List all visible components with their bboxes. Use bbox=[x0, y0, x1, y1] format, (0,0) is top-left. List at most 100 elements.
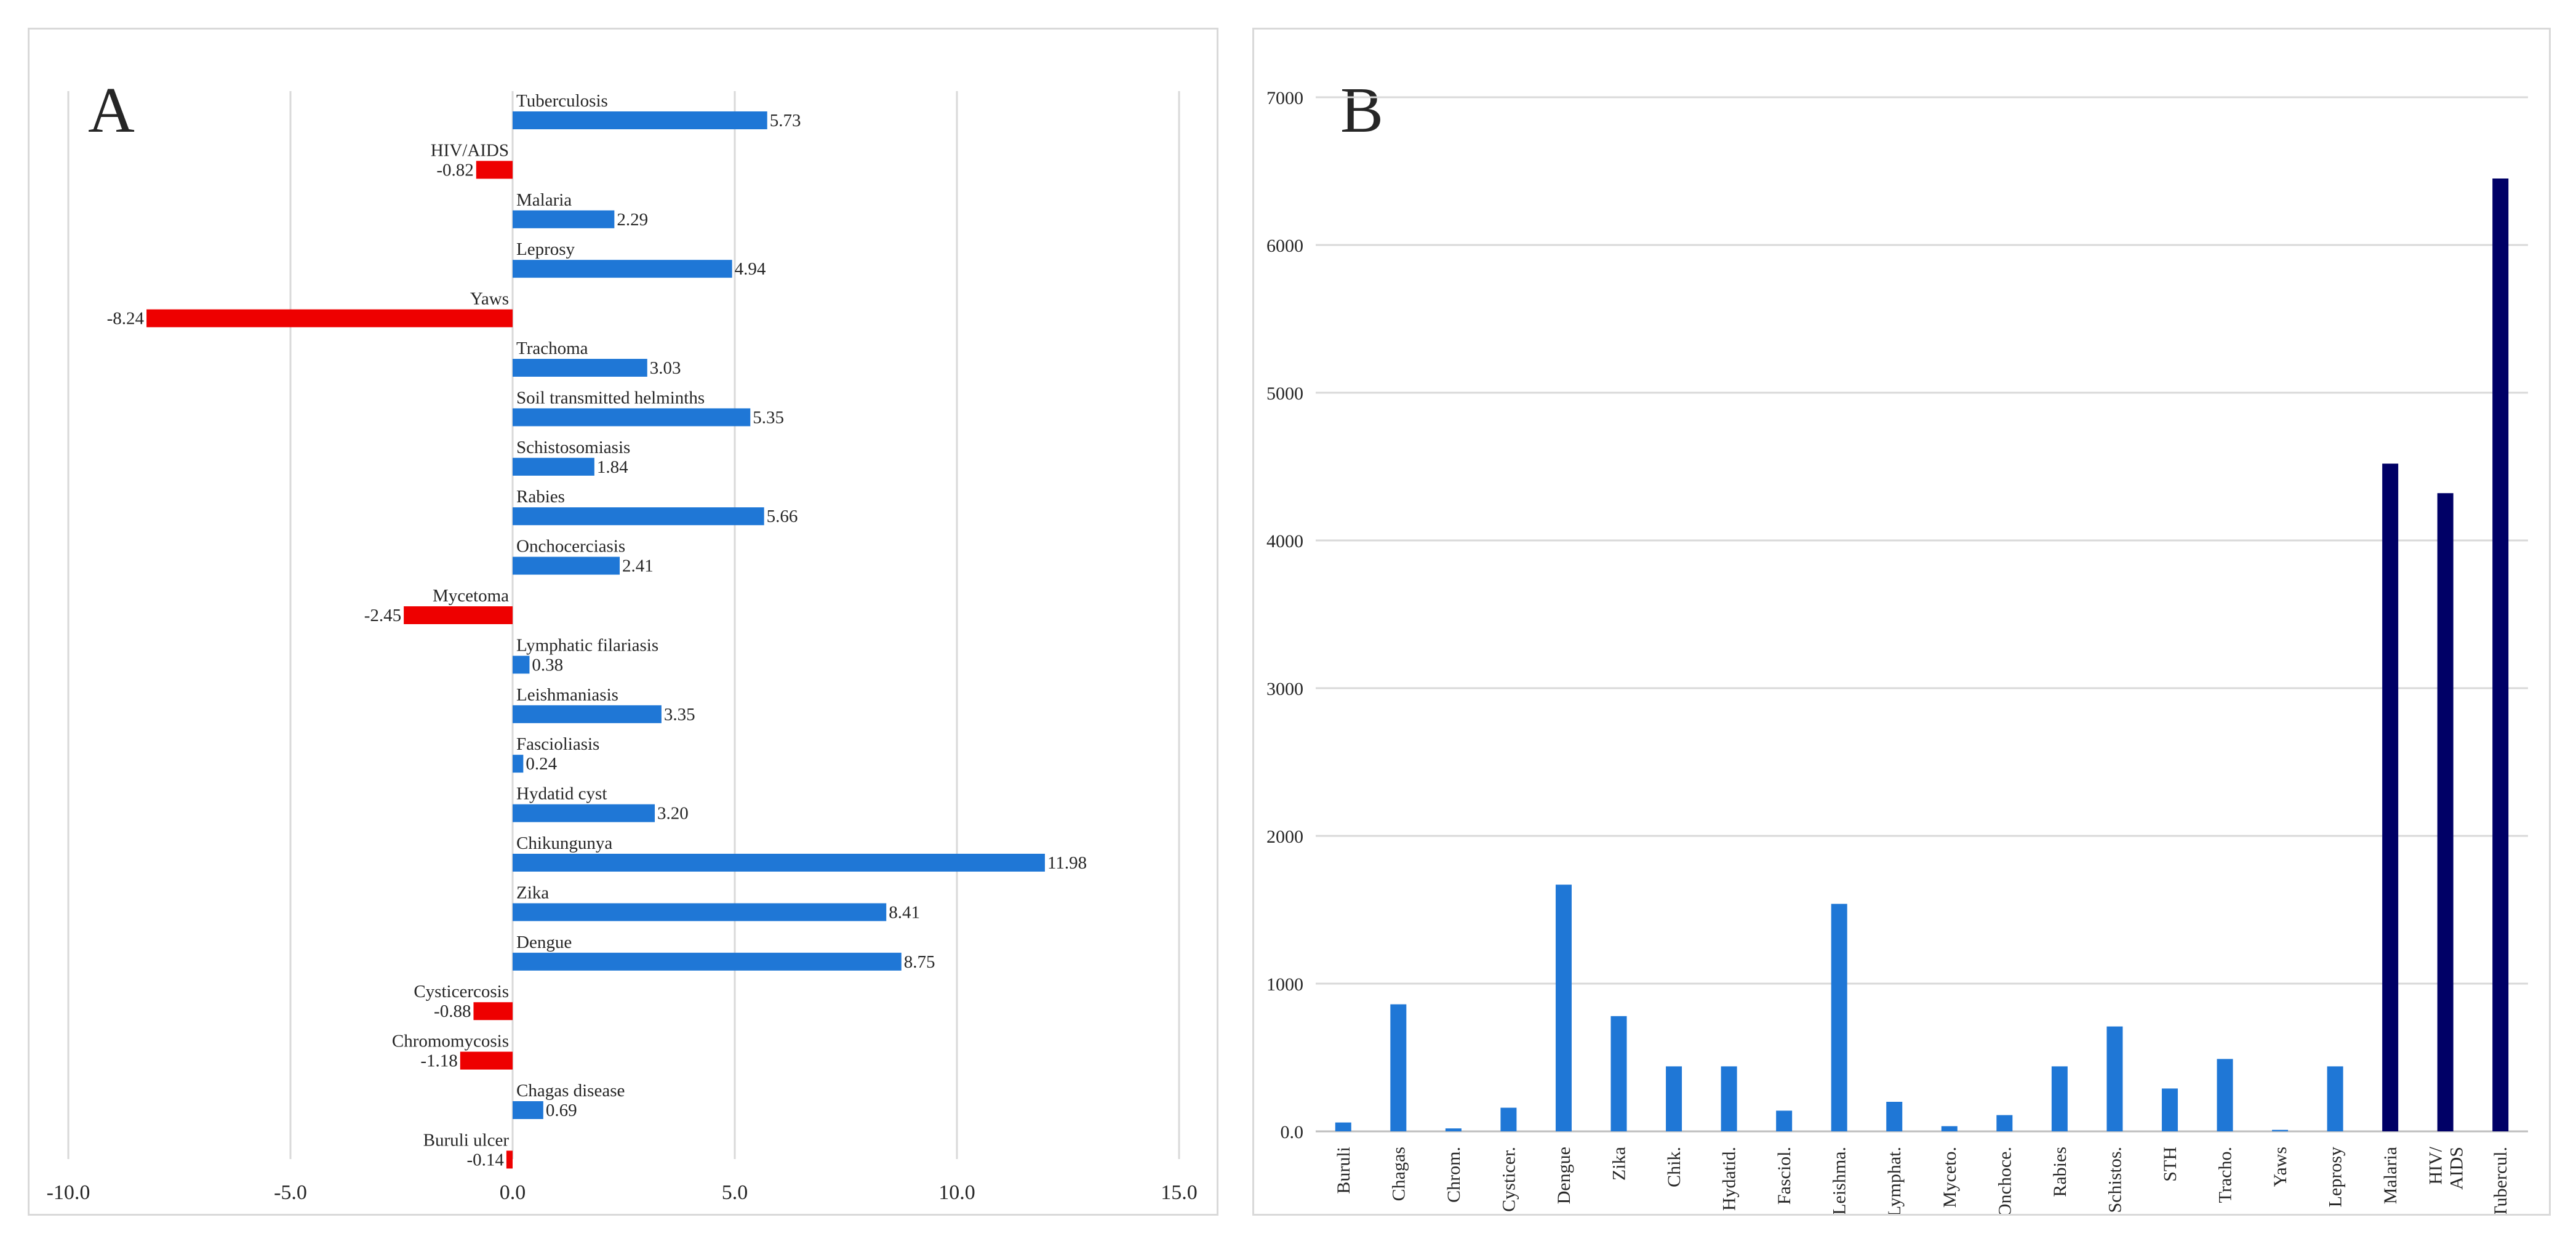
data-label: 8.41 bbox=[889, 902, 920, 922]
bar bbox=[513, 952, 902, 971]
category-label: Fascioliasis bbox=[516, 734, 599, 754]
y-tick-label: 5000 bbox=[1266, 383, 1303, 404]
y-tick-label: 2000 bbox=[1266, 827, 1303, 847]
x-category-label: Fasciol. bbox=[1774, 1147, 1794, 1205]
data-label: -2.45 bbox=[364, 606, 401, 625]
bar bbox=[2106, 1026, 2123, 1131]
x-tick-label: 15.0 bbox=[1161, 1181, 1198, 1204]
data-label: 5.73 bbox=[770, 111, 801, 130]
data-label: 0.24 bbox=[526, 754, 557, 774]
x-tick-label: 0.0 bbox=[500, 1181, 526, 1204]
category-label: Malaria bbox=[516, 190, 572, 210]
x-tick-label: 5.0 bbox=[722, 1181, 748, 1204]
data-label: 5.66 bbox=[767, 507, 798, 526]
x-category-label: Hydatid. bbox=[1719, 1147, 1740, 1211]
bar bbox=[1335, 1122, 1351, 1131]
category-label: Chagas disease bbox=[516, 1081, 625, 1101]
bar bbox=[1666, 1066, 1682, 1131]
bar bbox=[513, 705, 662, 723]
data-label: 8.75 bbox=[904, 952, 935, 972]
data-label: -0.88 bbox=[434, 1001, 471, 1021]
x-category-label: HIV/AIDS bbox=[2426, 1146, 2467, 1190]
bar bbox=[1776, 1110, 1793, 1131]
x-tick-label: -5.0 bbox=[274, 1181, 307, 1204]
bar bbox=[1831, 904, 1847, 1131]
category-label: Tuberculosis bbox=[516, 91, 608, 111]
x-category-label: Dengue bbox=[1554, 1147, 1574, 1204]
x-category-label: Cysticer. bbox=[1498, 1147, 1519, 1212]
bar bbox=[513, 854, 1045, 872]
bar bbox=[513, 457, 594, 476]
bar bbox=[476, 161, 513, 179]
category-label: Onchocerciasis bbox=[516, 537, 625, 556]
data-label: 3.20 bbox=[657, 804, 689, 824]
data-label: 4.94 bbox=[735, 259, 766, 279]
bar bbox=[1721, 1066, 1737, 1131]
bar bbox=[1390, 1004, 1407, 1131]
x-category-label: Myceto. bbox=[1940, 1147, 1960, 1208]
category-label: Yaws bbox=[470, 289, 509, 309]
bar bbox=[513, 260, 732, 278]
bar bbox=[2327, 1066, 2343, 1131]
bar bbox=[513, 755, 524, 773]
bar bbox=[513, 656, 530, 674]
x-category-label: Tubercul. bbox=[2490, 1147, 2511, 1214]
bar bbox=[1941, 1126, 1958, 1131]
bar bbox=[473, 1002, 513, 1021]
category-label: Chikungunya bbox=[516, 833, 612, 853]
bar bbox=[1555, 885, 1572, 1131]
data-label: 3.03 bbox=[650, 358, 681, 378]
data-label: 3.35 bbox=[664, 705, 695, 724]
category-label: Chromomycosis bbox=[392, 1032, 509, 1051]
x-category-label: Onchoce. bbox=[1994, 1147, 2015, 1214]
category-label: Schistosomiasis bbox=[516, 438, 630, 457]
bar bbox=[513, 507, 764, 526]
bar bbox=[513, 359, 647, 377]
horizontal-bar-chart: -10.0 -5.0 0.0 5.0 10.0 15.0 Tuberculosis 5.73 H… bbox=[47, 91, 1198, 1204]
x-tick-label: -10.0 bbox=[47, 1181, 90, 1204]
bar bbox=[2161, 1088, 2178, 1131]
data-label: -8.24 bbox=[107, 309, 145, 329]
data-label: 11.98 bbox=[1047, 853, 1087, 873]
bar bbox=[513, 111, 767, 129]
x-category-label: Chik. bbox=[1664, 1147, 1684, 1187]
bar bbox=[1886, 1102, 1903, 1131]
category-label: Buruli ulcer bbox=[423, 1130, 510, 1150]
y-tick-label: 1000 bbox=[1266, 974, 1303, 995]
bar bbox=[2492, 179, 2509, 1131]
data-label: 2.29 bbox=[617, 210, 648, 230]
panel-label-a: A bbox=[88, 74, 135, 146]
bar bbox=[513, 804, 655, 822]
x-category-label: Zika bbox=[1609, 1147, 1630, 1181]
data-label: 0.38 bbox=[532, 655, 563, 675]
x-category-label: Leishma. bbox=[1830, 1147, 1850, 1214]
bar bbox=[506, 1150, 513, 1169]
category-label: Dengue bbox=[516, 933, 572, 952]
bar bbox=[513, 556, 620, 575]
category-label: HIV/AIDS bbox=[431, 140, 509, 160]
bar bbox=[2272, 1130, 2289, 1131]
bar bbox=[146, 309, 513, 327]
bar bbox=[2437, 493, 2454, 1132]
chart-panel-b: B 0.0 1000 2000 3000 4000 5000 6000 7000 Buruli C… bbox=[1252, 28, 2551, 1216]
x-category-label: STH bbox=[2160, 1147, 2180, 1182]
data-label: -0.14 bbox=[466, 1150, 504, 1170]
y-tick-label: 6000 bbox=[1266, 236, 1303, 256]
bar bbox=[404, 606, 513, 624]
category-label: Zika bbox=[516, 883, 549, 902]
category-label: Trachoma bbox=[516, 339, 588, 358]
category-label: Hydatid cyst bbox=[516, 784, 607, 804]
bar bbox=[1996, 1115, 2013, 1131]
data-label: 1.84 bbox=[597, 457, 628, 477]
x-category-label: Yaws bbox=[2270, 1147, 2290, 1187]
data-label: 0.69 bbox=[546, 1101, 577, 1120]
bar bbox=[2217, 1059, 2233, 1131]
bar bbox=[2382, 463, 2399, 1132]
category-label: Lymphatic filariasis bbox=[516, 635, 658, 655]
bar bbox=[1445, 1128, 1462, 1131]
x-category-label: Rabies bbox=[2050, 1147, 2070, 1197]
x-category-label: Malaria bbox=[2380, 1147, 2401, 1204]
y-tick-label: 3000 bbox=[1266, 679, 1303, 699]
bar bbox=[1610, 1016, 1627, 1131]
panel-label-b: B bbox=[1340, 74, 1384, 146]
